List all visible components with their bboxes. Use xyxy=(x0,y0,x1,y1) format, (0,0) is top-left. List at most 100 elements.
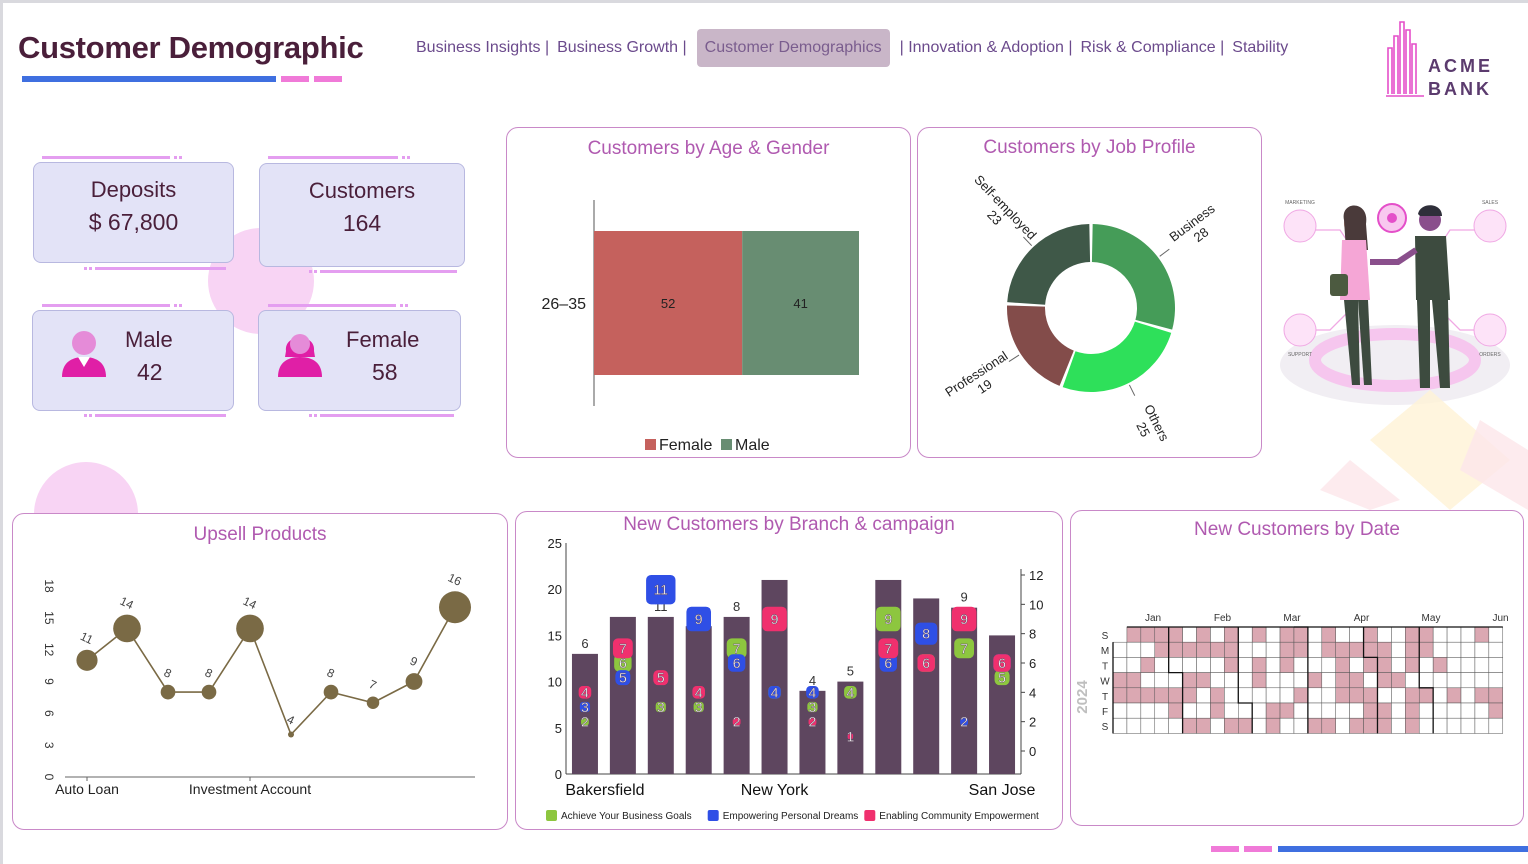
heatmap-day-cell xyxy=(1418,687,1434,704)
nav-customer-demographics[interactable]: Customer Demographics xyxy=(696,29,890,67)
kpi-accent-dot xyxy=(84,414,87,417)
weekday-label: W xyxy=(1100,677,1110,688)
month-boundary xyxy=(1418,627,1434,734)
heatmap-day-cell xyxy=(1224,672,1239,689)
heatmap-day-cell xyxy=(1377,657,1392,673)
heatmap-day-cell xyxy=(1279,702,1295,719)
heatmap-day-cell xyxy=(1446,672,1462,689)
heatmap-day-cell xyxy=(1432,717,1448,734)
y-left-tick-label: 25 xyxy=(548,536,562,551)
upsell-data-label: 4 xyxy=(285,712,297,728)
heatmap-day-cell xyxy=(1210,717,1225,734)
heatmap-day-cell xyxy=(1238,687,1253,704)
heatmap-day-cell xyxy=(1126,626,1142,643)
heatmap-day-cell xyxy=(1405,626,1420,643)
campaign-marker-personal-dreams xyxy=(879,654,897,672)
heatmap-day-cell xyxy=(1265,687,1281,704)
donut-slice-self-employed xyxy=(1007,224,1091,305)
campaign-marker-business-goals xyxy=(726,638,747,659)
upsell-data-label: 8 xyxy=(325,665,337,681)
bar-total-label: 5 xyxy=(847,664,854,679)
heatmap-day-cell xyxy=(1363,626,1378,643)
heatmap-day-cell xyxy=(1474,657,1490,673)
heatmap-day-cell xyxy=(1224,657,1239,673)
heatmap-day-cell xyxy=(1460,626,1476,643)
heatmap-day-cell xyxy=(1488,717,1504,734)
x-tick-label: Auto Loan xyxy=(55,781,119,797)
heatmap-day-cell xyxy=(1349,687,1364,704)
campaign-marker-business-goals xyxy=(581,717,589,726)
heatmap-day-cell xyxy=(1182,641,1197,658)
heatmap-day-cell xyxy=(1474,641,1490,658)
upsell-data-label: 14 xyxy=(241,594,259,612)
nav-stability[interactable]: Stability xyxy=(1232,39,1289,56)
upsell-data-text: 14 xyxy=(118,594,136,612)
heatmap-day-cell xyxy=(1293,626,1309,643)
weekday-label: S xyxy=(1102,631,1109,642)
upsell-data-label: 11 xyxy=(78,629,96,647)
customers-card: Customers 164 xyxy=(259,163,465,267)
upsell-data-label: 7 xyxy=(367,677,379,693)
heatmap-day-cell xyxy=(1279,672,1295,689)
y-tick-label: 3 xyxy=(42,742,56,749)
upsell-data-label: 14 xyxy=(118,594,136,612)
nav-business-insights[interactable]: Business Insights | xyxy=(416,39,550,56)
heatmap-day-cell xyxy=(1182,657,1197,673)
campaign-value-label: 9 xyxy=(771,611,779,627)
footer-accent xyxy=(1244,846,1272,852)
heatmap-day-cell xyxy=(1154,702,1169,719)
campaign-value-label: 6 xyxy=(733,655,741,671)
legend-label-personal-dreams: Empowering Personal Dreams xyxy=(723,811,859,822)
heatmap-day-cell xyxy=(1293,641,1309,658)
nav-risk-compliance[interactable]: Risk & Compliance | xyxy=(1080,39,1225,56)
campaign-value-label: 9 xyxy=(695,611,703,627)
upsell-point xyxy=(201,684,217,700)
upsell-point xyxy=(439,591,471,624)
month-label: Jan xyxy=(1145,613,1161,624)
campaign-marker-business-goals xyxy=(875,606,901,632)
heatmap-day-cell xyxy=(1251,687,1267,704)
heatmap-day-cell xyxy=(1391,702,1406,719)
campaign-value-label: 5 xyxy=(998,670,1006,686)
month-label: Feb xyxy=(1214,613,1232,624)
heatmap-day-cell xyxy=(1224,717,1239,734)
heatmap-day-cell xyxy=(1446,687,1462,704)
month-boundary xyxy=(1168,627,1184,734)
heatmap-day-cell xyxy=(1460,641,1476,658)
heatmap-day-cell xyxy=(1474,687,1490,704)
heatmap-day-cell xyxy=(1112,702,1128,719)
campaign-value-label: 4 xyxy=(771,684,779,700)
heatmap-day-cell xyxy=(1154,687,1169,704)
customers-by-date-title: New Customers by Date xyxy=(1194,519,1400,540)
heatmap-day-cell xyxy=(1335,702,1350,719)
heatmap-day-cell xyxy=(1391,626,1406,643)
heatmap-day-cell xyxy=(1418,626,1434,643)
heatmap-day-cell xyxy=(1168,702,1183,719)
heatmap-day-cell xyxy=(1168,641,1183,658)
heatmap-day-cell xyxy=(1460,702,1476,719)
heatmap-day-cell xyxy=(1293,657,1309,673)
y-left-tick-label: 5 xyxy=(555,721,562,736)
campaign-marker-community-empowerment xyxy=(951,606,977,632)
campaign-value-label: 9 xyxy=(884,611,892,627)
y-tick-text: 0 xyxy=(42,774,56,781)
heatmap-day-cell xyxy=(1391,641,1406,658)
deposits-label: Deposits xyxy=(90,177,177,202)
campaign-marker-community-empowerment xyxy=(878,638,899,659)
kpi-accent-dot xyxy=(407,156,410,159)
kpi-accent-dot xyxy=(309,270,312,273)
upsell-point xyxy=(236,614,264,643)
heatmap-day-cell xyxy=(1210,702,1225,719)
campaign-marker-community-empowerment xyxy=(692,686,706,699)
heatmap-day-cell xyxy=(1293,717,1309,734)
legend-swatch-male xyxy=(721,439,732,450)
nav-business-growth[interactable]: Business Growth | xyxy=(557,39,687,56)
campaign-marker-community-empowerment xyxy=(732,717,741,726)
heatmap-day-cell xyxy=(1265,657,1281,673)
heatmap-day-cell xyxy=(1377,672,1392,689)
campaign-value-label: 8 xyxy=(922,626,930,642)
nav-innovation-adoption[interactable]: | Innovation & Adoption | xyxy=(899,39,1073,56)
campaign-marker-community-empowerment xyxy=(917,654,935,672)
legend-label-community-empowerment: Enabling Community Empowerment xyxy=(879,811,1039,822)
